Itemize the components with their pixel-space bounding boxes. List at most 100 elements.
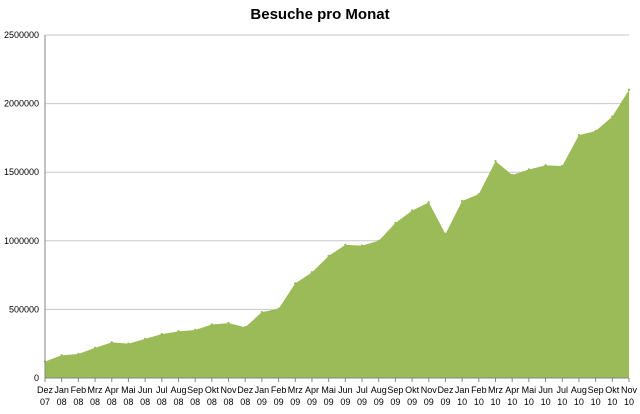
x-tick-label-year: 08 (57, 397, 67, 407)
x-tick-label-year: 10 (591, 397, 601, 407)
x-tick-label-month: Apr (105, 385, 119, 395)
x-tick-label-year: 09 (357, 397, 367, 407)
y-tick-label: 1500000 (4, 167, 39, 177)
x-tick-label-year: 09 (424, 397, 434, 407)
x-tick-label-year: 08 (207, 397, 217, 407)
x-tick-label-month: Nov (621, 385, 638, 395)
x-tick-label-year: 10 (607, 397, 617, 407)
x-tick-label-month: Mai (121, 385, 136, 395)
x-tick-label-month: Feb (271, 385, 287, 395)
x-tick-label-month: Mai (321, 385, 336, 395)
x-tick-label-month: Mrz (88, 385, 103, 395)
x-tick-label-month: Nov (221, 385, 238, 395)
data-point (110, 341, 113, 344)
x-tick-label-month: Jun (138, 385, 153, 395)
x-tick-label-month: Jan (54, 385, 69, 395)
data-point (143, 337, 147, 341)
data-point (627, 88, 631, 92)
x-tick-label-year: 10 (541, 397, 551, 407)
x-tick-label-month: Nov (421, 385, 438, 395)
data-point (494, 160, 497, 163)
data-point (544, 164, 547, 167)
x-tick-label-year: 10 (457, 397, 467, 407)
data-point (310, 271, 314, 274)
x-tick-label-month: Jan (455, 385, 470, 395)
x-tick-label-year: 08 (190, 397, 200, 407)
data-point (210, 323, 214, 326)
data-point (294, 282, 297, 285)
x-tick-label-year: 08 (73, 397, 83, 407)
x-tick-label-year: 10 (557, 397, 567, 407)
data-point (93, 346, 97, 350)
x-tick-label-month: Dez (437, 385, 454, 395)
y-tick-label: 2000000 (4, 99, 39, 109)
x-tick-label-year: 09 (274, 397, 284, 407)
data-point (427, 201, 430, 204)
x-tick-label-year: 09 (307, 397, 317, 407)
x-tick-label-year: 10 (624, 397, 634, 407)
x-tick-label-month: Jan (255, 385, 270, 395)
data-point (360, 244, 364, 247)
x-tick-label-year: 08 (123, 397, 133, 407)
x-tick-label-month: Aug (371, 385, 387, 395)
x-tick-label-month: Dez (37, 385, 54, 395)
x-tick-label-month: Jul (156, 385, 168, 395)
x-tick-label-month: Okt (205, 385, 220, 395)
x-tick-label-year: 08 (107, 397, 117, 407)
x-tick-label-year: 09 (374, 397, 384, 407)
data-point (460, 199, 464, 203)
data-point (327, 254, 330, 258)
chart-title: Besuche pro Monat (250, 6, 390, 23)
x-tick-label-month: Mrz (488, 385, 503, 395)
data-point (377, 239, 380, 242)
x-tick-label-year: 09 (290, 397, 300, 407)
x-tick-label-year: 08 (140, 397, 150, 407)
y-tick-label: 2500000 (4, 30, 39, 40)
x-tick-label-year: 10 (491, 397, 501, 407)
x-tick-label-year: 09 (390, 397, 400, 407)
y-tick-label: 500000 (9, 304, 39, 314)
data-point (577, 133, 581, 137)
x-tick-label-year: 08 (90, 397, 100, 407)
data-point (527, 168, 531, 171)
data-point (60, 354, 63, 357)
data-point (611, 115, 614, 118)
x-tick-label-month: Aug (571, 385, 587, 395)
x-tick-label-month: Jul (556, 385, 568, 395)
x-tick-label-month: Jul (356, 385, 368, 395)
data-point (227, 321, 230, 325)
data-point (410, 209, 414, 212)
x-tick-label-year: 08 (173, 397, 183, 407)
data-point (477, 192, 481, 196)
x-tick-label-year: 10 (507, 397, 517, 407)
data-point (160, 332, 163, 336)
x-tick-label-month: Sep (588, 385, 604, 395)
x-tick-label-year: 09 (440, 397, 450, 407)
data-point (561, 164, 564, 168)
x-tick-label-year: 08 (240, 397, 250, 407)
x-tick-label-month: Dez (237, 385, 254, 395)
x-tick-label-month: Apr (505, 385, 519, 395)
data-point (344, 243, 347, 247)
y-tick-label: 0 (34, 373, 39, 383)
x-tick-label-month: Sep (187, 385, 203, 395)
x-tick-label-year: 09 (407, 397, 417, 407)
data-point (511, 173, 514, 177)
x-tick-label-month: Aug (170, 385, 186, 395)
x-tick-label-year: 09 (340, 397, 350, 407)
x-tick-label-year: 10 (474, 397, 484, 407)
x-tick-label-year: 07 (40, 397, 50, 407)
x-tick-label-month: Sep (387, 385, 403, 395)
x-tick-label-month: Jun (338, 385, 353, 395)
x-tick-label-month: Jun (538, 385, 553, 395)
data-point (277, 307, 280, 310)
data-point (444, 232, 447, 236)
data-point (177, 330, 180, 333)
x-tick-label-month: Feb (71, 385, 87, 395)
data-point (594, 129, 597, 133)
data-point (127, 342, 130, 345)
x-tick-label-month: Okt (405, 385, 420, 395)
y-tick-label: 1000000 (4, 236, 39, 246)
